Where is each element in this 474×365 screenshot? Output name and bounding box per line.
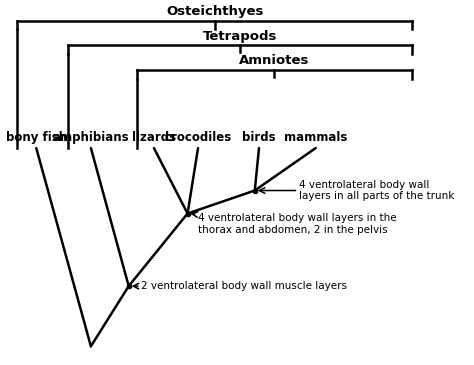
Text: amphibians: amphibians (53, 131, 129, 145)
Text: 2 ventrolateral body wall muscle layers: 2 ventrolateral body wall muscle layers (133, 281, 347, 291)
Text: birds: birds (242, 131, 276, 145)
Text: bony fish: bony fish (6, 131, 67, 145)
Text: crocodiles: crocodiles (164, 131, 232, 145)
Text: lizards: lizards (132, 131, 176, 145)
Text: 4 ventrolateral body wall
layers in all parts of the trunk: 4 ventrolateral body wall layers in all … (259, 180, 454, 201)
Text: Osteichthyes: Osteichthyes (166, 5, 264, 18)
Text: Amniotes: Amniotes (238, 54, 309, 67)
Text: Tetrapods: Tetrapods (203, 30, 277, 43)
Text: mammals: mammals (284, 131, 347, 145)
Text: 4 ventrolateral body wall layers in the
thorax and abdomen, 2 in the pelvis: 4 ventrolateral body wall layers in the … (192, 212, 397, 235)
